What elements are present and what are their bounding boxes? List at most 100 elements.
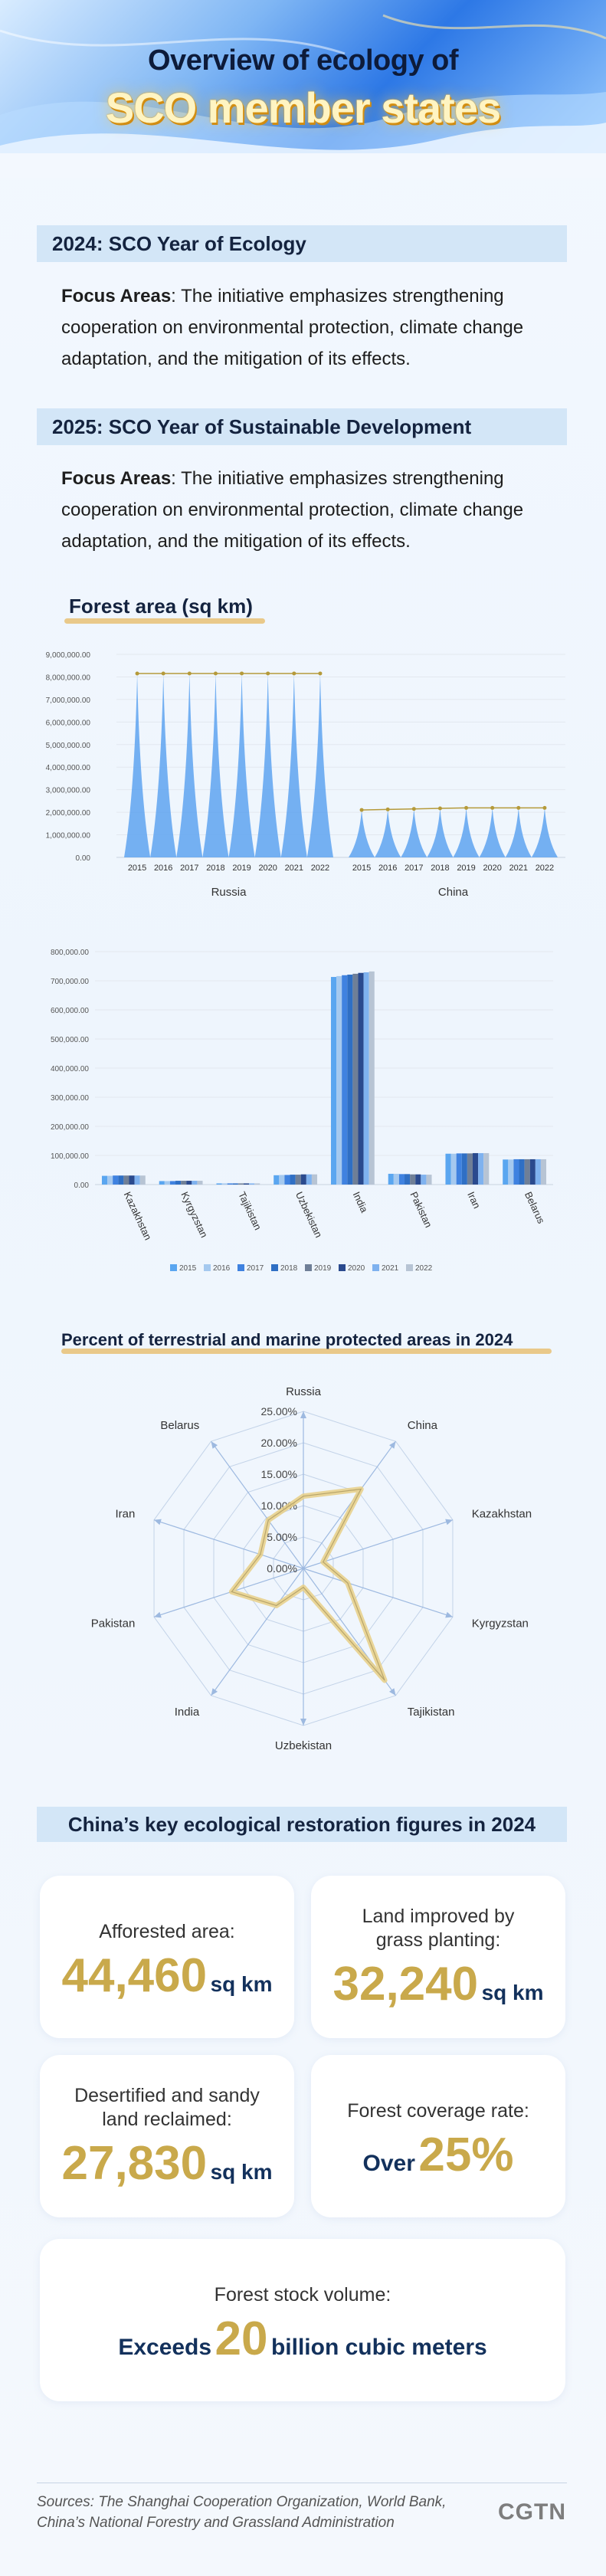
y-tick-label: 3,000,000.00	[46, 787, 91, 795]
radar-tick-label: 25.00%	[261, 1405, 297, 1417]
bar-india-2021	[363, 972, 369, 1185]
x-tick-label: 2021	[509, 864, 528, 873]
trend-point	[266, 671, 270, 676]
x-tick-label: 2020	[258, 864, 277, 873]
x-category-label: Belarus	[522, 1190, 547, 1226]
radar-axis-label-kazakhstan: Kazakhstan	[472, 1508, 532, 1521]
forest-area-chart-countries: 0.00 100,000.00 200,000.00 300,000.00 400,00…	[51, 949, 553, 1273]
trend-point	[464, 805, 469, 810]
trend-point	[516, 805, 521, 810]
y-tick-label: 2,000,000.00	[46, 809, 91, 818]
radar-axis-arrow	[154, 1519, 162, 1526]
y-tick-label: 100,000.00	[51, 1152, 89, 1161]
trend-point	[135, 671, 139, 676]
radar-tick-label: 20.00%	[261, 1437, 297, 1449]
bar-india-2019	[352, 973, 359, 1185]
area-spike-china-2016	[375, 809, 401, 857]
x-tick-label: 2017	[405, 864, 423, 873]
area-spike-china-2015	[349, 810, 375, 857]
focus-label: Focus Areas	[61, 468, 172, 489]
bar-kyrgyzstan-2021	[192, 1181, 198, 1185]
bar-iran-2022	[483, 1152, 490, 1185]
card-label: Land improved by grass planting:	[362, 1906, 515, 1951]
area-spike-china-2019	[453, 808, 480, 857]
card-forest-coverage: Forest coverage rate: Over 25%	[311, 2055, 565, 2217]
x-tick-label: 2022	[536, 864, 554, 873]
legend-label-2017: 2017	[247, 1264, 264, 1273]
trend-point	[187, 671, 192, 676]
bar-uzbekistan-2015	[274, 1175, 280, 1185]
area-spike-china-2021	[505, 808, 532, 857]
bar-tajikistan-2019	[237, 1183, 244, 1185]
legend-swatch-2017	[237, 1264, 244, 1271]
card-label: Forest coverage rate:	[347, 2100, 529, 2122]
x-category-label: Kazakhstan	[122, 1190, 154, 1242]
radar-axis	[153, 1519, 304, 1569]
bar-pakistan-2018	[405, 1174, 411, 1185]
section-heading-2024: 2024: SCO Year of Ecology	[37, 225, 567, 262]
legend-label-2021: 2021	[382, 1264, 399, 1273]
radar-axis	[303, 1519, 454, 1569]
bar-kyrgyzstan-2017	[169, 1181, 176, 1185]
bar-pakistan-2015	[388, 1173, 394, 1185]
bar-belarus-2020	[529, 1159, 536, 1185]
bar-india-2015	[330, 977, 337, 1185]
y-tick-label: 500,000.00	[51, 1036, 89, 1044]
legend-label-2022: 2022	[415, 1264, 433, 1273]
radar-axis	[153, 1568, 304, 1617]
bar-pakistan-2022	[426, 1175, 432, 1185]
area-spike-russia-2020	[254, 673, 281, 857]
x-category-label: Tajikistan	[236, 1190, 264, 1232]
legend-swatch-2021	[372, 1264, 379, 1271]
bar-belarus-2015	[503, 1159, 509, 1185]
x-category-label: India	[351, 1190, 371, 1215]
area-spike-russia-2018	[202, 673, 229, 857]
radar-axis-label-kyrgyzstan: Kyrgyzstan	[472, 1617, 529, 1630]
legend-label-2018: 2018	[280, 1264, 298, 1273]
y-tick-label: 700,000.00	[51, 978, 89, 986]
radar-axis-arrow	[211, 1441, 218, 1449]
section-text-2024: Focus Areas: The initiative emphasizes s…	[61, 280, 567, 375]
radar-axis	[303, 1440, 396, 1569]
card-unit: billion cubic meters	[270, 2335, 487, 2360]
trend-point	[385, 807, 390, 811]
bar-iran-2019	[467, 1153, 473, 1185]
card-unit: sq km	[210, 2160, 273, 2184]
trend-point	[437, 806, 442, 811]
bar-kyrgyzstan-2022	[197, 1181, 203, 1185]
title-line-2: SCO member states	[105, 84, 501, 132]
trend-point	[318, 671, 323, 676]
bar-uzbekistan-2022	[311, 1174, 318, 1185]
bar-tajikistan-2020	[243, 1183, 250, 1185]
x-tick-label: 2015	[352, 864, 371, 873]
cgtn-logo: CGTN	[498, 2499, 566, 2525]
area-spike-russia-2021	[280, 673, 307, 857]
x-category-label: Iran	[465, 1190, 483, 1211]
radar-axis-label-belarus: Belarus	[160, 1419, 199, 1432]
card-value: 32,240	[332, 1958, 479, 2011]
x-tick-label: 2021	[285, 864, 303, 873]
card-label: Afforested area:	[99, 1921, 235, 1942]
radar-axis-arrow	[211, 1688, 218, 1696]
bar-uzbekistan-2018	[290, 1175, 296, 1185]
area-spike-russia-2016	[150, 673, 177, 857]
section-text-2025: Focus Areas: The initiative emphasizes s…	[61, 463, 567, 557]
y-tick-label: 600,000.00	[51, 1007, 89, 1015]
legend-label-2016: 2016	[213, 1264, 231, 1273]
radar-axis	[211, 1440, 304, 1569]
y-tick-label: 200,000.00	[51, 1123, 89, 1132]
bar-india-2016	[336, 975, 342, 1185]
radar-axis-arrow	[445, 1611, 453, 1618]
bar-iran-2018	[461, 1153, 467, 1185]
bar-belarus-2019	[524, 1159, 530, 1185]
bar-uzbekistan-2016	[279, 1175, 285, 1185]
focus-text: : The initiative emphasizes strengthenin…	[61, 286, 524, 369]
x-tick-label: 2015	[128, 864, 146, 873]
bar-belarus-2022	[540, 1159, 547, 1185]
group-label-russia: Russia	[211, 886, 247, 899]
title-banner: Overview of ecology of SCO member states	[0, 0, 606, 178]
radar-axis	[211, 1568, 304, 1696]
radar-axis-label-china: China	[408, 1419, 438, 1432]
radar-axis-label-uzbekistan: Uzbekistan	[275, 1739, 332, 1752]
bar-kyrgyzstan-2020	[186, 1181, 192, 1185]
